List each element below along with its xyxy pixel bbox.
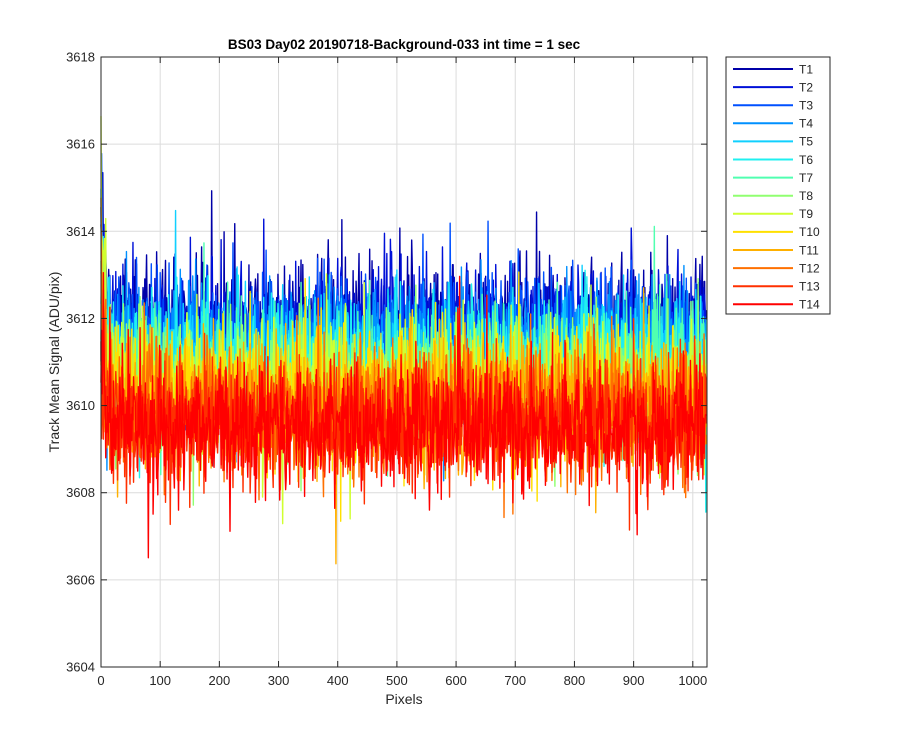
x-axis-label: Pixels <box>385 691 422 707</box>
y-tick-label: 3604 <box>66 660 95 675</box>
legend-label-t14: T14 <box>799 298 820 312</box>
series-lines <box>100 116 708 565</box>
y-tick-label: 3614 <box>66 224 95 239</box>
legend-label-t4: T4 <box>799 117 813 131</box>
legend-box <box>725 56 831 315</box>
legend-label-t1: T1 <box>799 62 813 76</box>
x-tick-label: 0 <box>97 673 104 688</box>
chart-title: BS03 Day02 20190718-Background-033 int t… <box>228 37 581 52</box>
x-tick-label: 500 <box>386 673 408 688</box>
legend-label-t7: T7 <box>799 171 813 185</box>
legend-label-t13: T13 <box>799 280 820 294</box>
x-tick-label: 100 <box>149 673 171 688</box>
x-tick-label: 1000 <box>678 673 707 688</box>
legend-label-t3: T3 <box>799 99 813 113</box>
legend-label-t2: T2 <box>799 80 813 94</box>
y-axis-label: Track Mean Signal (ADU/pix) <box>46 272 62 453</box>
y-tick-label: 3608 <box>66 485 95 500</box>
y-tick-label: 3610 <box>66 398 95 413</box>
x-tick-label: 700 <box>504 673 526 688</box>
legend-label-t11: T11 <box>799 243 819 257</box>
legend: T1 T2 T3 T4 T5 T6 T7 T8 T9 T10 T11 T12 T13 T14 <box>725 56 831 315</box>
y-tick-label: 3618 <box>66 50 95 65</box>
legend-label-t6: T6 <box>799 153 813 167</box>
legend-label-t5: T5 <box>799 135 813 149</box>
legend-label-t8: T8 <box>799 189 813 203</box>
x-tick-label: 200 <box>209 673 231 688</box>
y-tick-label: 3606 <box>66 572 95 587</box>
x-tick-label: 900 <box>623 673 645 688</box>
y-tick-label: 3616 <box>66 137 95 152</box>
x-tick-label: 300 <box>268 673 290 688</box>
legend-label-t9: T9 <box>799 207 813 221</box>
x-tick-label: 400 <box>327 673 349 688</box>
legend-label-t12: T12 <box>799 261 820 275</box>
y-tick-label: 3612 <box>66 311 95 326</box>
x-tick-label: 800 <box>564 673 586 688</box>
axis-ticks: 0 100 200 300 400 500 600 700 800 900 1000 3604 3606… <box>66 50 707 689</box>
plot-frame <box>100 56 708 668</box>
x-tick-label: 600 <box>445 673 467 688</box>
series-line-t14 <box>100 271 708 559</box>
legend-label-t10: T10 <box>799 225 820 239</box>
